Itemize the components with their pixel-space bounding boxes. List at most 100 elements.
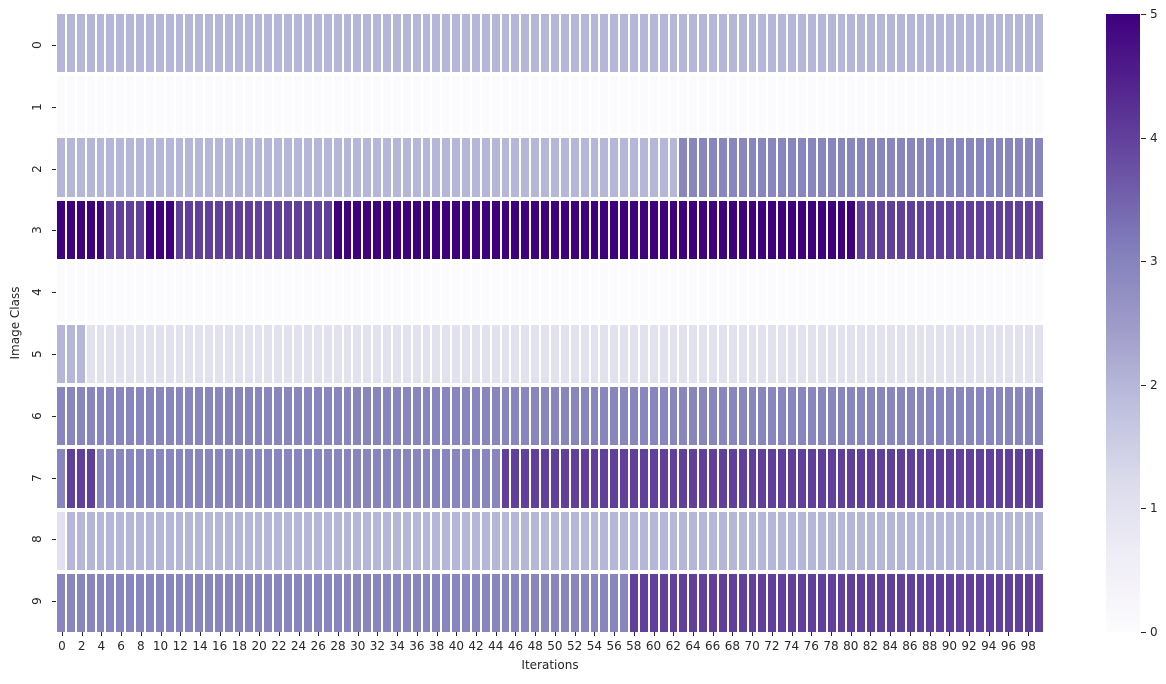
heatmap-cell (353, 511, 362, 570)
heatmap-cell (462, 76, 470, 135)
x-tick-mark (673, 632, 675, 636)
heatmap-cell (66, 200, 75, 259)
heatmap-cell (718, 387, 727, 446)
heatmap-cell (363, 138, 372, 197)
heatmap-cell (442, 76, 451, 135)
heatmap-cell (274, 387, 283, 446)
heatmap-cell (748, 138, 757, 197)
heatmap-cell (452, 573, 461, 632)
heatmap-cell (234, 511, 243, 570)
heatmap-cell (718, 511, 727, 570)
heatmap-cell (106, 325, 115, 384)
x-tick-label: 72 (764, 639, 780, 653)
heatmap-cell (392, 76, 401, 135)
heatmap-cell (551, 449, 559, 508)
heatmap-cell (570, 200, 579, 259)
heatmap-cell (896, 325, 905, 384)
heatmap-cell (215, 138, 223, 197)
heatmap-cell (827, 387, 836, 446)
heatmap-cell (284, 200, 293, 259)
heatmap-cell (946, 200, 955, 259)
heatmap-cell (57, 76, 65, 135)
heatmap-cell (807, 200, 816, 259)
heatmap-cell (383, 76, 391, 135)
heatmap-cell (580, 511, 589, 570)
x-tick-label: 6 (117, 639, 125, 653)
heatmap-cell (215, 387, 223, 446)
heatmap-cell (975, 76, 984, 135)
x-tick-mark (692, 632, 694, 636)
x-tick-label: 32 (369, 639, 386, 653)
heatmap-cell (86, 573, 95, 632)
heatmap-cell (195, 262, 204, 321)
heatmap-cell (600, 449, 609, 508)
heatmap-cell (284, 387, 293, 446)
x-tick-label: 62 (665, 639, 681, 653)
heatmap-cell (610, 14, 619, 73)
heatmap-cell (580, 325, 589, 384)
heatmap-cell (1015, 138, 1024, 197)
heatmap-cell (136, 138, 144, 197)
heatmap-cell (76, 387, 85, 446)
heatmap-cell (66, 262, 75, 321)
heatmap-cell (570, 325, 579, 384)
heatmap-cell (274, 262, 283, 321)
heatmap-cell (699, 76, 708, 135)
heatmap-cell (689, 511, 698, 570)
y-tick-label: 9 (30, 597, 44, 605)
heatmap-cell (462, 573, 470, 632)
heatmap-cell (817, 76, 826, 135)
heatmap-cell (106, 511, 115, 570)
heatmap-cell (718, 14, 727, 73)
x-tick-mark (121, 632, 123, 636)
heatmap-cell (333, 200, 342, 259)
heatmap-cell (570, 14, 579, 73)
heatmap-cell (392, 14, 401, 73)
heatmap-cell (738, 14, 747, 73)
heatmap-cell (304, 325, 312, 384)
x-tick-label: 78 (823, 639, 839, 653)
heatmap-cell (294, 262, 302, 321)
heatmap-cell (1015, 449, 1024, 508)
heatmap-cell (442, 387, 451, 446)
heatmap-cell (699, 325, 708, 384)
heatmap-cell (867, 325, 876, 384)
heatmap-cell (481, 325, 490, 384)
heatmap-cell (699, 387, 708, 446)
heatmap-cell (728, 76, 737, 135)
heatmap-cell (847, 262, 856, 321)
heatmap-cell (511, 14, 520, 73)
x-tick-label: 68 (724, 639, 741, 653)
heatmap-cell (224, 511, 233, 570)
heatmap-cell (96, 387, 105, 446)
x-tick-label: 4 (97, 639, 106, 653)
heatmap-cell (1025, 573, 1034, 632)
heatmap-cell (985, 511, 994, 570)
heatmap-cell (304, 138, 312, 197)
x-tick-mark (199, 632, 201, 636)
heatmap-cell (570, 387, 579, 446)
x-tick-label: 74 (783, 639, 800, 653)
x-tick-mark (949, 632, 951, 636)
x-tick-label: 24 (290, 639, 307, 653)
heatmap-cell (788, 14, 796, 73)
heatmap-cell (304, 262, 312, 321)
colorbar-tick-label: 1 (1150, 501, 1158, 516)
heatmap-cell (343, 511, 352, 570)
heatmap-cell (313, 262, 322, 321)
heatmap-cell (699, 449, 708, 508)
heatmap-cell (521, 325, 530, 384)
heatmap-cell (985, 14, 994, 73)
heatmap-cell (511, 138, 520, 197)
heatmap-cell (886, 449, 895, 508)
heatmap-cell (896, 387, 905, 446)
heatmap-cell (234, 387, 243, 446)
heatmap-cell (639, 14, 648, 73)
heatmap-cell (402, 76, 411, 135)
heatmap-cell (551, 262, 559, 321)
heatmap-cell (215, 573, 223, 632)
y-tick-mark (52, 44, 56, 46)
heatmap-cell (145, 76, 154, 135)
heatmap-cell (758, 387, 767, 446)
heatmap-cell (610, 511, 619, 570)
